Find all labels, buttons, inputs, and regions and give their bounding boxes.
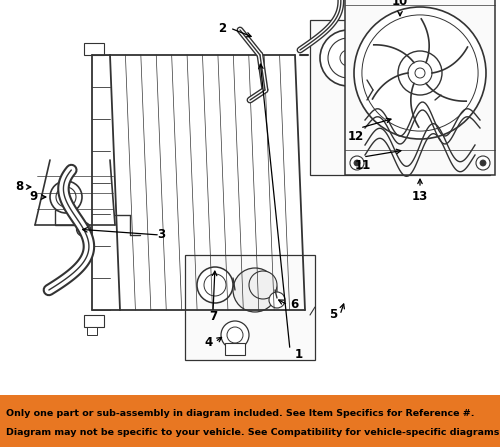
Circle shape bbox=[476, 156, 490, 170]
Circle shape bbox=[76, 222, 90, 236]
Circle shape bbox=[350, 156, 364, 170]
Circle shape bbox=[221, 321, 249, 349]
Bar bbox=[84, 43, 104, 55]
Text: 12: 12 bbox=[348, 130, 364, 143]
Circle shape bbox=[362, 15, 478, 131]
Circle shape bbox=[204, 274, 226, 296]
Bar bbox=[310, 20, 490, 175]
Text: Diagram may not be specific to your vehicle. See Compatibility for vehicle-speci: Diagram may not be specific to your vehi… bbox=[6, 428, 500, 437]
Circle shape bbox=[480, 160, 486, 166]
Text: 11: 11 bbox=[355, 159, 371, 172]
Circle shape bbox=[56, 187, 76, 207]
Bar bbox=[0, 395, 500, 447]
Text: 8: 8 bbox=[15, 181, 23, 194]
Text: 6: 6 bbox=[290, 299, 298, 312]
Circle shape bbox=[370, 55, 440, 125]
Circle shape bbox=[50, 181, 82, 213]
Circle shape bbox=[340, 50, 356, 66]
Text: 5: 5 bbox=[329, 308, 337, 321]
Text: 4: 4 bbox=[205, 336, 213, 349]
Bar bbox=[84, 315, 104, 327]
Circle shape bbox=[388, 73, 432, 117]
Circle shape bbox=[269, 292, 285, 308]
Circle shape bbox=[320, 30, 376, 86]
Circle shape bbox=[233, 268, 277, 312]
Circle shape bbox=[197, 267, 233, 303]
Circle shape bbox=[328, 38, 368, 78]
Bar bbox=[345, 0, 495, 175]
Text: 2: 2 bbox=[218, 21, 226, 34]
Circle shape bbox=[415, 68, 425, 78]
Bar bbox=[87, 327, 97, 335]
Circle shape bbox=[80, 225, 88, 233]
Text: 9: 9 bbox=[30, 190, 38, 203]
Text: 10: 10 bbox=[392, 0, 408, 8]
Circle shape bbox=[354, 7, 486, 139]
Circle shape bbox=[249, 271, 277, 299]
Text: 3: 3 bbox=[157, 228, 165, 241]
Circle shape bbox=[227, 327, 243, 343]
Text: 13: 13 bbox=[412, 190, 428, 203]
Text: 1: 1 bbox=[295, 349, 303, 362]
Bar bbox=[225, 343, 245, 355]
Bar bbox=[185, 255, 315, 360]
Text: 7: 7 bbox=[209, 310, 217, 323]
Circle shape bbox=[398, 51, 442, 95]
Text: Only one part or sub-assembly in diagram included. See Item Specifics for Refere: Only one part or sub-assembly in diagram… bbox=[6, 409, 474, 417]
Circle shape bbox=[408, 61, 432, 85]
Circle shape bbox=[354, 160, 360, 166]
Bar bbox=[55, 210, 77, 225]
